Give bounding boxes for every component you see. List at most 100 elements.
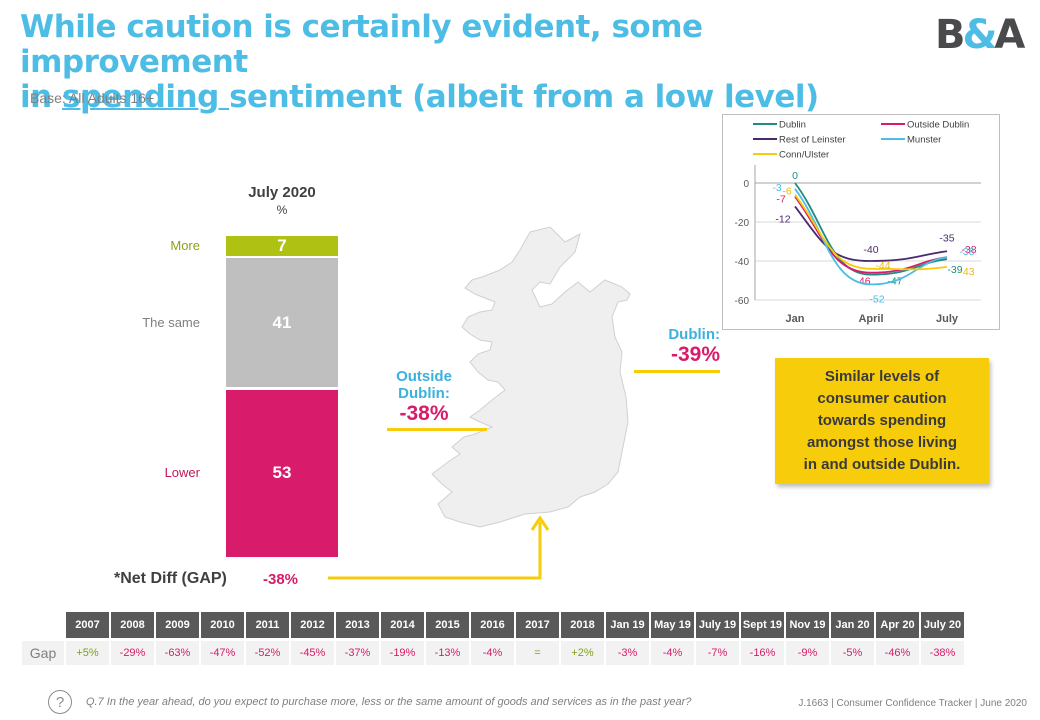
base-note: Base: All Adults 16+: [30, 90, 155, 106]
y-tick-label: -20: [735, 218, 750, 229]
table-column-header: Sept 19: [741, 612, 784, 638]
data-label: 0: [792, 170, 798, 182]
bar-segment-label: More: [170, 238, 200, 254]
title-line-1: While caution is certainly evident, some…: [20, 9, 703, 80]
data-label: -12: [775, 213, 790, 225]
dublin-label: Dublin:: [668, 326, 720, 343]
net-diff-label: *Net Diff (GAP): [114, 570, 227, 587]
title-underlined-word: spending: [62, 79, 230, 115]
table-cell: +5%: [66, 638, 109, 665]
title-prefix: in: [20, 79, 62, 115]
data-label: -6: [782, 186, 791, 198]
series-line-munster: [794, 188, 948, 286]
table-column-header: 2008: [111, 612, 154, 638]
outside-dublin-pointer: [387, 428, 487, 431]
outside-dublin-label-1: Outside: [396, 368, 452, 385]
legend-label: Conn/Ulster: [779, 150, 829, 161]
gap-history-table: 2007 2008 2009 2010 2011 2012 2013 2014 2015 2016…: [20, 612, 966, 665]
bar-segment-label: Lower: [164, 465, 200, 481]
series-line-outside-dublin: [794, 196, 948, 274]
table-column-header: 2009: [156, 612, 199, 638]
table-cell: -52%: [246, 638, 289, 665]
data-label: -38: [961, 244, 976, 256]
table-column-header: 2010: [201, 612, 244, 638]
bar-chart-header: July 2020 %: [226, 184, 338, 217]
callout-text: Similar levels of consumer caution towar…: [804, 366, 961, 476]
dublin-value: -39%: [670, 343, 720, 366]
brand-logo: B&A: [935, 12, 1025, 58]
question-icon: ?: [48, 690, 72, 714]
table-cell: -38%: [921, 638, 964, 665]
table-column-header: 2013: [336, 612, 379, 638]
table-cell: +2%: [561, 638, 604, 665]
footer-question: ? Q.7 In the year ahead, do you expect t…: [48, 690, 691, 714]
footer-reference: J.1663 | Consumer Confidence Tracker | J…: [798, 698, 1027, 709]
table-cell: -3%: [606, 638, 649, 665]
table-cell: -4%: [651, 638, 694, 665]
gap-arrow-head: [530, 515, 550, 531]
callout-line: amongst those living: [806, 434, 957, 451]
table-column-header: Nov 19: [786, 612, 829, 638]
title-line-2: in spending sentiment (albeit from a low…: [20, 80, 880, 115]
table-column-header: 2018: [561, 612, 604, 638]
table-cell: =: [516, 638, 559, 665]
outside-dublin-value: -38%: [399, 402, 449, 425]
data-label: -7: [776, 194, 785, 206]
data-label: -44: [875, 260, 890, 272]
outside-dublin-annotation: Outside Dublin: -38%: [388, 368, 460, 426]
table-cell: -19%: [381, 638, 424, 665]
table-cell: -47%: [201, 638, 244, 665]
series-line-conn-ulster: [794, 194, 948, 271]
table-cell: -29%: [111, 638, 154, 665]
table-column-header: 2012: [291, 612, 334, 638]
table-cell: -5%: [831, 638, 874, 665]
table-column-header: 2011: [246, 612, 289, 638]
table-row: Gap +5% -29% -63% -47% -52% -45% -37% -19% -13% -4…: [22, 638, 964, 665]
x-tick-label: April: [858, 313, 883, 325]
y-tick-label: 0: [743, 179, 749, 190]
table-column-header: July 20: [921, 612, 964, 638]
y-tick-label: -60: [735, 296, 750, 307]
table-column-header: 2016: [471, 612, 514, 638]
table-row-label: Gap: [22, 638, 64, 665]
table-column-header: July 19: [696, 612, 739, 638]
data-label: -43: [959, 266, 974, 278]
table-column-header: 2015: [426, 612, 469, 638]
legend-label: Rest of Leinster: [779, 135, 846, 146]
legend-label: Dublin: [779, 120, 806, 131]
table-cell: -45%: [291, 638, 334, 665]
bar-segment-more: 7: [226, 236, 338, 257]
callout-line: towards spending: [817, 412, 947, 429]
table-cell: -63%: [156, 638, 199, 665]
x-tick-label: July: [936, 313, 959, 325]
legend-label: Outside Dublin: [907, 120, 969, 131]
bar-segment-label: The same: [142, 314, 200, 330]
data-label: -39: [947, 264, 962, 276]
table-column-header: Apr 20: [876, 612, 919, 638]
line-chart-panel: 0 -20 -40 -60 Jan April July Dublin Outside Dubl…: [722, 114, 1000, 330]
logo-b: B: [935, 12, 965, 58]
table-column-header: Jan 19: [606, 612, 649, 638]
logo-a: A: [994, 12, 1025, 58]
table-column-header: 2017: [516, 612, 559, 638]
table-column-header: Jan 20: [831, 612, 874, 638]
ireland-map: [431, 226, 631, 528]
legend-label: Munster: [907, 135, 941, 146]
data-label: -52: [869, 293, 884, 305]
bar-chart-unit: %: [276, 203, 288, 217]
table-column-header: 2007: [66, 612, 109, 638]
bar-segment-the-same: 41: [226, 258, 338, 388]
table-column-header: 2014: [381, 612, 424, 638]
table-header-row: 2007 2008 2009 2010 2011 2012 2013 2014 2015 2016…: [22, 612, 964, 638]
dublin-annotation: Dublin: -39%: [650, 326, 720, 367]
data-label: -35: [939, 232, 954, 244]
net-diff-value: -38%: [263, 571, 299, 588]
y-tick-label: -40: [735, 257, 750, 268]
outside-dublin-label-2: Dublin:: [398, 385, 450, 402]
data-label: -38: [959, 246, 974, 258]
callout-line: in and outside Dublin.: [803, 456, 961, 473]
table-cell: -37%: [336, 638, 379, 665]
table-cell: -16%: [741, 638, 784, 665]
callout-line: consumer caution: [817, 390, 947, 407]
